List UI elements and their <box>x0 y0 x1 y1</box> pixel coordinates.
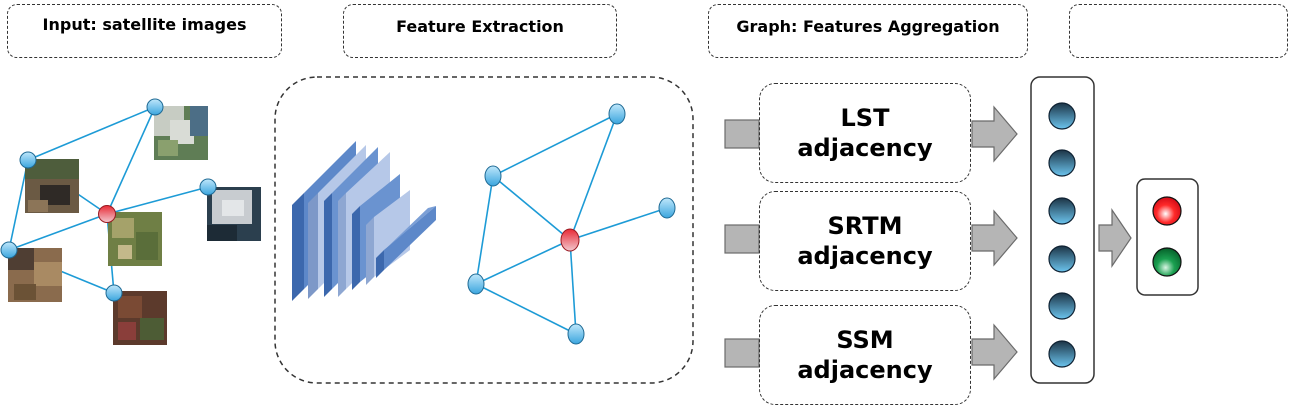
feature-extraction-box <box>274 76 694 384</box>
lst-adjacency-box: LST adjacency <box>759 83 971 183</box>
output-box <box>1136 178 1199 296</box>
neuron-icon <box>1048 245 1076 273</box>
neuron-icon <box>1048 197 1076 225</box>
graph-node-icon <box>98 205 116 223</box>
neuron-icon <box>1048 149 1076 177</box>
graph-aggregation-header-label: Graph: Features Aggregation <box>736 17 1000 36</box>
satellite-image-icon <box>113 291 167 345</box>
satellite-image-icon <box>154 106 208 160</box>
graph-node-icon <box>0 241 18 259</box>
output-header-box <box>1069 4 1288 58</box>
srtm-adjacency-sublabel: adjacency <box>797 242 933 270</box>
neuron-icon <box>1048 102 1076 130</box>
satellite-image-icon <box>25 159 79 213</box>
input-header-label: Input: satellite images <box>42 15 247 34</box>
graph-node-icon <box>560 228 580 252</box>
graph-node-icon <box>146 98 164 116</box>
graph-node-icon <box>199 178 217 196</box>
arrow-icon <box>971 105 1132 381</box>
feature-graph-nodes <box>467 103 676 345</box>
ssm-adjacency-sublabel: adjacency <box>797 356 933 384</box>
cnn-layers-icon <box>292 141 436 301</box>
feature-graph-edges <box>475 113 668 335</box>
graph-node-icon <box>658 197 676 219</box>
arrow-icon <box>724 119 760 368</box>
satellite-image-icon <box>8 248 62 302</box>
ssm-adjacency-label: SSM <box>836 326 894 354</box>
graph-node-icon <box>567 323 585 345</box>
graph-aggregation-header-box: Graph: Features Aggregation <box>708 4 1028 58</box>
input-graph-nodes <box>0 98 217 302</box>
input-header-box: Input: satellite images <box>7 4 282 58</box>
feature-extraction-header-box: Feature Extraction <box>343 4 617 58</box>
graph-node-icon <box>608 103 626 125</box>
graph-node-icon <box>105 284 123 302</box>
neuron-icon <box>1048 292 1076 320</box>
satellite-image-icon <box>108 212 162 266</box>
neuron-icon <box>1048 340 1076 368</box>
output-red-neuron-icon <box>1152 196 1182 226</box>
ssm-adjacency-box: SSM adjacency <box>759 305 971 405</box>
satellite-image-icon <box>207 187 261 241</box>
feature-extraction-header-label: Feature Extraction <box>396 17 564 36</box>
srtm-adjacency-box: SRTM adjacency <box>759 191 971 291</box>
neuron-column-box <box>1030 76 1095 384</box>
srtm-adjacency-label: SRTM <box>827 212 903 240</box>
lst-adjacency-label: LST <box>840 104 890 132</box>
lst-adjacency-sublabel: adjacency <box>797 134 933 162</box>
output-green-neuron-icon <box>1152 247 1182 277</box>
graph-node-icon <box>484 165 502 187</box>
graph-node-icon <box>19 151 37 169</box>
neuron-column-nodes <box>1048 102 1076 368</box>
graph-node-icon <box>467 273 485 295</box>
